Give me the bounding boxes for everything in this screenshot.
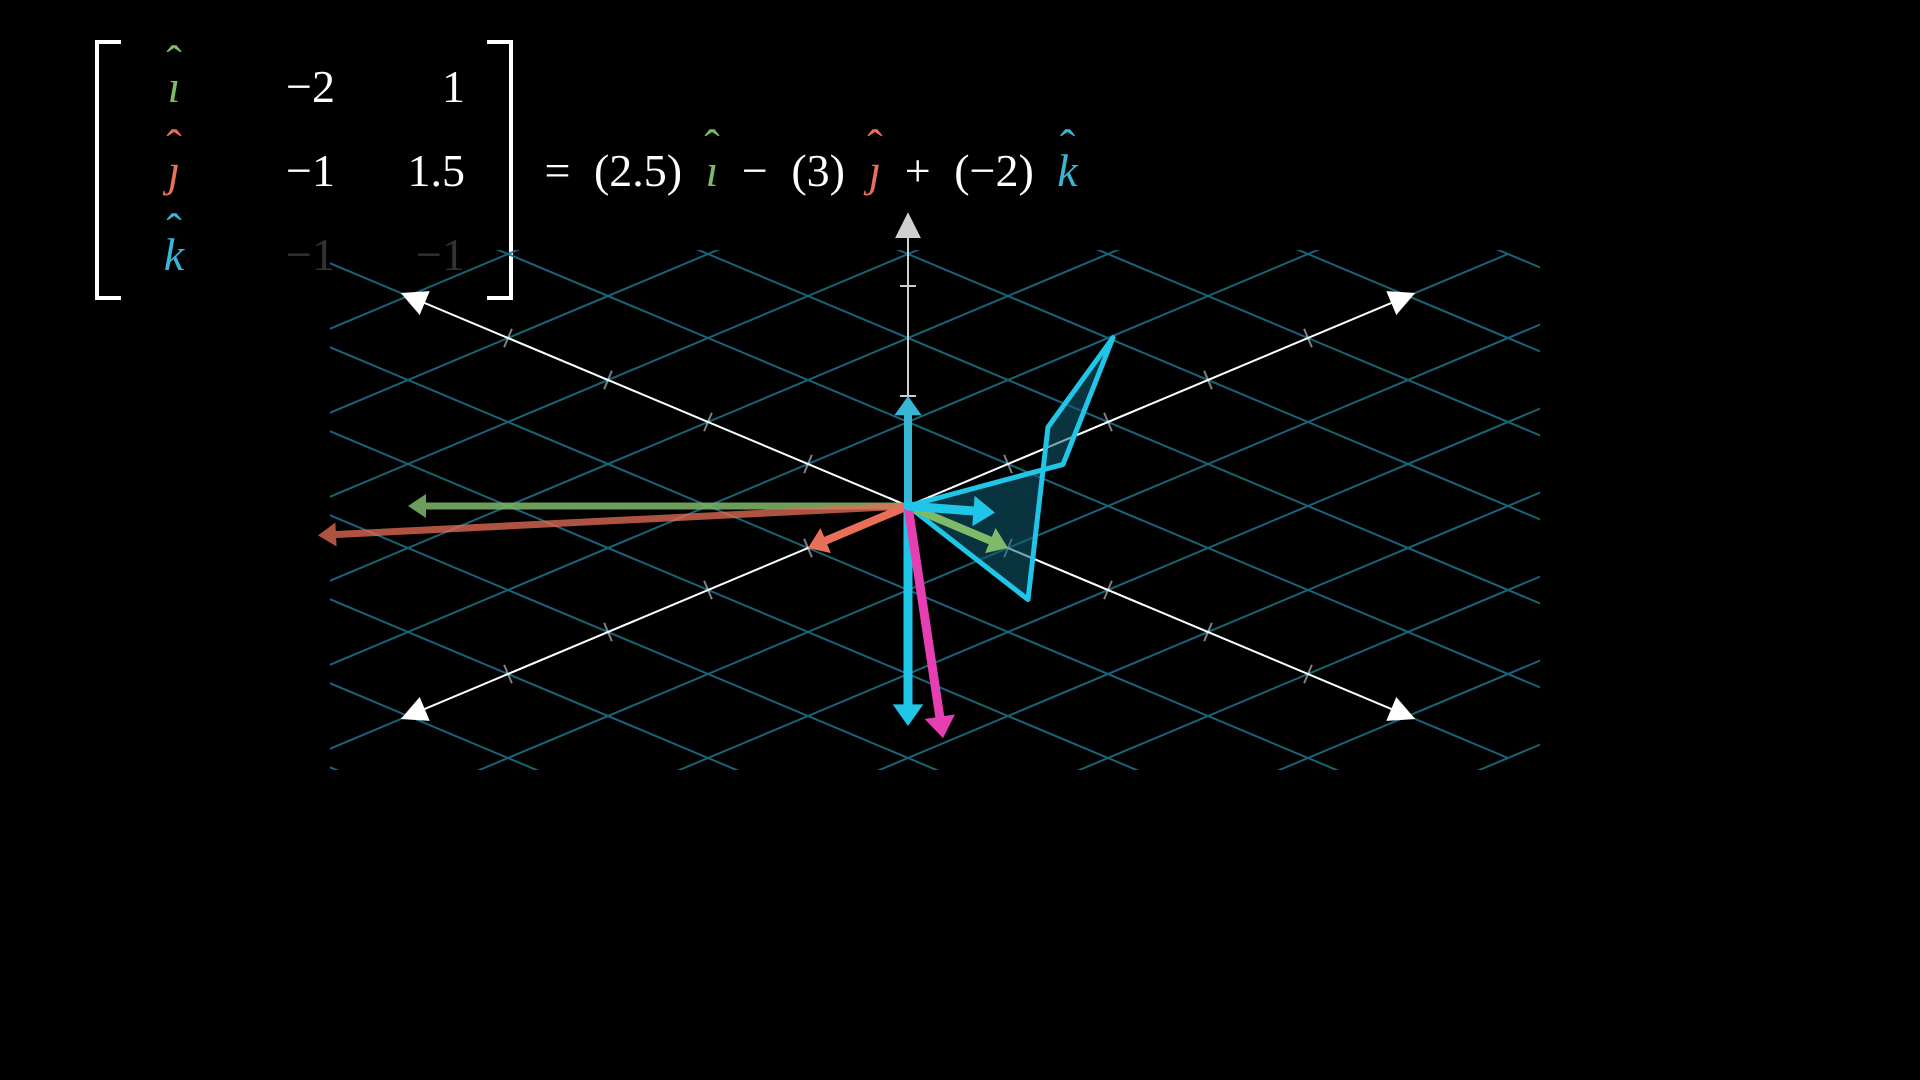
stage: ı−21ȷ−11.5k−1−1 =(2.5)ı−(3)ȷ+(−2)k (0, 0, 1920, 1080)
vector-green-long (408, 494, 908, 518)
unit-k-hat (894, 396, 921, 506)
scene-3d (0, 0, 1920, 1080)
vector-magenta-vec (908, 506, 955, 738)
vector-cyan-down (893, 506, 924, 726)
